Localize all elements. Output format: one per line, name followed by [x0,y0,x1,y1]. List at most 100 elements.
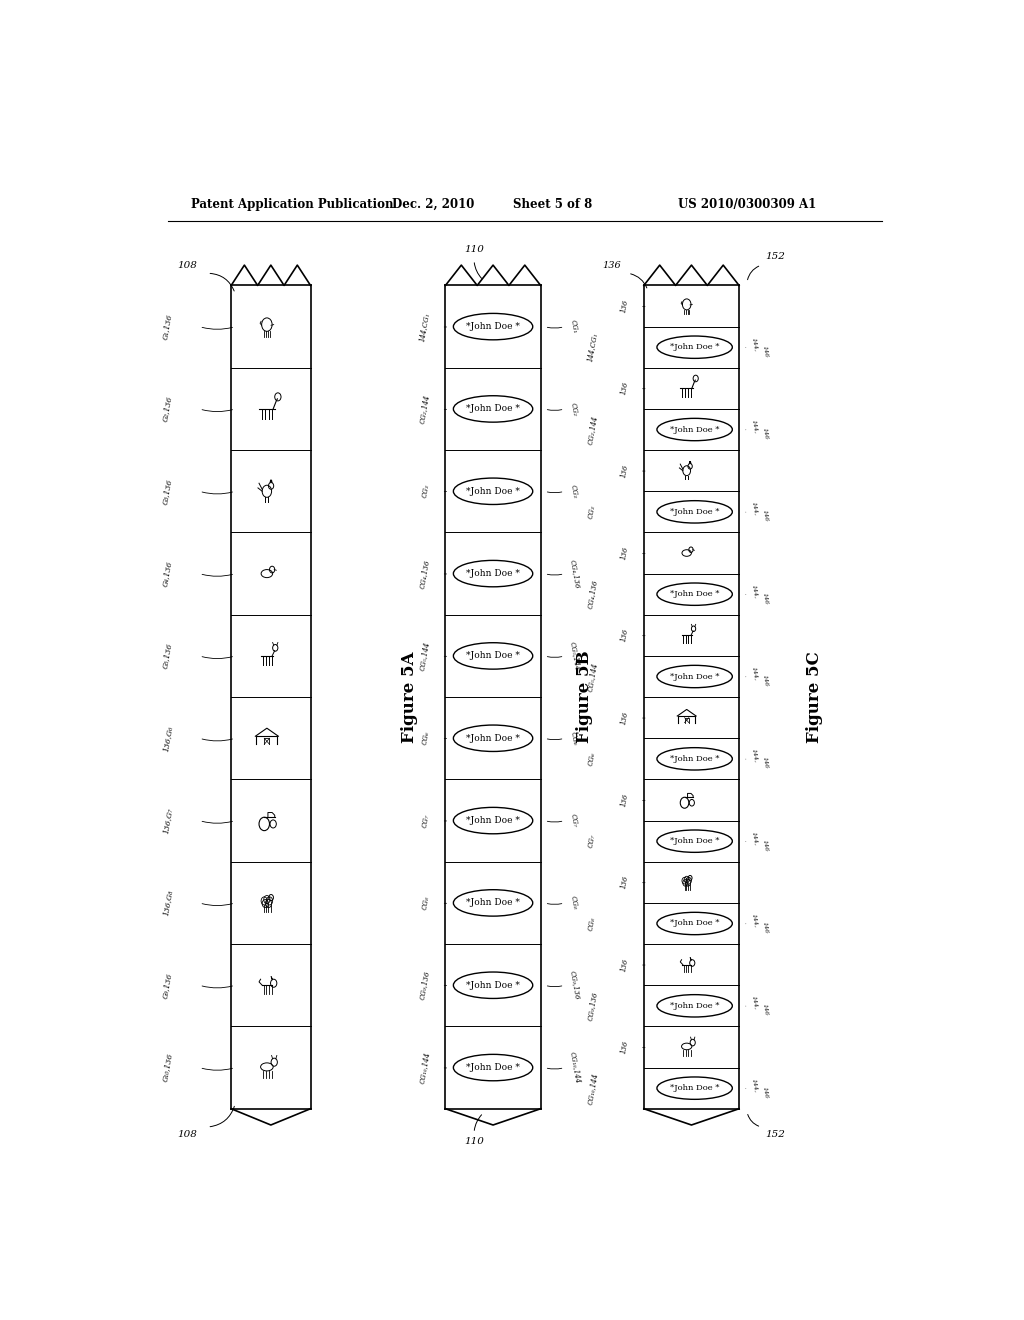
Text: CG₁₀,144: CG₁₀,144 [418,1051,431,1084]
Text: 108: 108 [177,1130,198,1139]
Text: *John Doe *: *John Doe * [466,487,520,496]
Text: CG₅,144: CG₅,144 [586,661,599,692]
Ellipse shape [454,972,532,998]
Text: CG₄,136: CG₄,136 [418,558,431,589]
Text: US 2010/0300309 A1: US 2010/0300309 A1 [678,198,816,211]
Text: G₉,136: G₉,136 [162,972,174,999]
Text: G₁,136: G₁,136 [162,313,174,341]
Text: 146: 146 [761,840,768,851]
Ellipse shape [454,808,532,834]
Text: *John Doe *: *John Doe * [466,652,520,660]
Ellipse shape [657,337,732,358]
Text: 110: 110 [464,246,484,255]
Ellipse shape [657,912,732,935]
Text: 136: 136 [620,957,630,972]
Text: 110: 110 [464,1137,484,1146]
Text: 144,: 144, [751,583,759,598]
Text: 144,: 144, [751,995,759,1010]
Text: Figure 5A: Figure 5A [401,651,418,743]
Ellipse shape [657,583,732,606]
Text: 136: 136 [620,298,630,313]
Text: CG₅,144: CG₅,144 [418,640,431,671]
Text: Figure 5C: Figure 5C [806,651,823,743]
Ellipse shape [454,396,532,422]
Ellipse shape [454,561,532,587]
Ellipse shape [657,995,732,1016]
Text: CG₉,136: CG₉,136 [586,990,599,1022]
Text: CG₃: CG₃ [421,484,431,499]
Text: 144,: 144, [751,667,759,681]
Ellipse shape [657,500,732,523]
Text: G₅,136: G₅,136 [162,643,174,669]
Ellipse shape [454,478,532,504]
Text: 136,G₆: 136,G₆ [162,725,174,752]
Ellipse shape [657,418,732,441]
Text: CG₉,136: CG₉,136 [418,970,431,1001]
Text: *John Doe *: *John Doe * [670,425,720,433]
Ellipse shape [657,747,732,770]
Text: G₃,136: G₃,136 [162,478,174,504]
Text: CG₂,144: CG₂,144 [418,393,431,424]
Text: 146: 146 [761,345,768,358]
Text: *John Doe *: *John Doe * [670,672,720,681]
Text: *John Doe *: *John Doe * [466,816,520,825]
Text: *John Doe *: *John Doe * [466,899,520,907]
Text: 144,: 144, [751,1077,759,1093]
Text: CG₈: CG₈ [421,895,431,911]
Text: 136: 136 [620,381,630,396]
Text: 136: 136 [620,875,630,890]
Text: CG₁₀,144: CG₁₀,144 [568,1051,582,1084]
Text: 136: 136 [620,1040,630,1055]
Text: 136: 136 [620,793,630,808]
Text: Figure 5B: Figure 5B [575,651,593,743]
Text: CG₇: CG₇ [421,813,431,828]
Text: CG₂,144: CG₂,144 [586,414,599,445]
Text: 144,: 144, [751,420,759,434]
Ellipse shape [657,1077,732,1100]
Text: CG₆: CG₆ [587,751,597,767]
Text: 136: 136 [620,710,630,725]
Text: 144,: 144, [751,830,759,845]
Text: 146: 146 [761,1003,768,1016]
Text: G₁₀,136: G₁₀,136 [161,1052,174,1082]
Text: Dec. 2, 2010: Dec. 2, 2010 [392,198,475,211]
Ellipse shape [657,830,732,853]
Text: *John Doe *: *John Doe * [466,322,520,331]
Text: CG₃: CG₃ [587,504,597,519]
Text: *John Doe *: *John Doe * [466,981,520,990]
Text: *John Doe *: *John Doe * [670,1002,720,1010]
Text: *John Doe *: *John Doe * [670,920,720,928]
Text: 144,CG₁: 144,CG₁ [586,331,599,363]
Text: CG₅,144: CG₅,144 [568,640,582,671]
Text: 146: 146 [761,510,768,523]
Text: CG₂: CG₂ [568,401,579,416]
Ellipse shape [454,890,532,916]
Text: 144,CG₁: 144,CG₁ [418,312,431,342]
Ellipse shape [454,725,532,751]
Text: *John Doe *: *John Doe * [466,569,520,578]
Text: 152: 152 [765,1130,784,1139]
Text: 144,: 144, [751,337,759,351]
Text: *John Doe *: *John Doe * [670,343,720,351]
Text: 136: 136 [620,628,630,643]
Text: CG₁₀,144: CG₁₀,144 [586,1072,599,1105]
Text: 144,: 144, [751,748,759,763]
Text: *John Doe *: *John Doe * [670,508,720,516]
Text: 144,: 144, [751,502,759,516]
Text: *John Doe *: *John Doe * [670,590,720,598]
Text: 136: 136 [620,463,630,478]
Text: G₄,136: G₄,136 [162,560,174,587]
Text: CG₆: CG₆ [568,731,579,746]
Text: 136: 136 [620,545,630,561]
Text: 136,G₇: 136,G₇ [162,807,174,834]
Text: CG₄,136: CG₄,136 [568,558,582,589]
Text: G₂,136: G₂,136 [162,396,174,422]
Text: CG₁: CG₁ [568,319,579,334]
Text: CG₈: CG₈ [587,916,597,931]
Text: *John Doe *: *John Doe * [466,404,520,413]
Text: CG₄,136: CG₄,136 [586,579,599,610]
Text: 136,G₈: 136,G₈ [162,890,174,916]
Ellipse shape [454,313,532,339]
Text: 136: 136 [603,260,622,269]
Text: CG₆: CG₆ [421,731,431,746]
